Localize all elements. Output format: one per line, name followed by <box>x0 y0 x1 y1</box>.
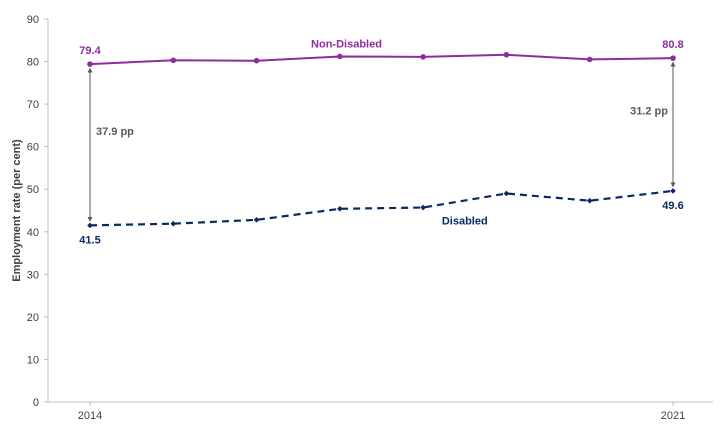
series-label-non-disabled: Non-Disabled <box>311 38 382 50</box>
y-tick-label: 20 <box>27 312 39 324</box>
series-label-disabled: Disabled <box>442 216 488 228</box>
data-label: 80.8 <box>662 39 683 51</box>
y-tick-label: 10 <box>27 354 39 366</box>
data-point <box>170 220 177 227</box>
data-label: 79.4 <box>79 45 101 57</box>
series-line-non-disabled <box>89 53 674 66</box>
data-point <box>253 57 260 64</box>
gap-label: 37.9 pp <box>96 126 134 138</box>
y-tick-label: 70 <box>27 99 39 111</box>
data-point <box>253 217 260 223</box>
x-tick-label: 2021 <box>661 410 685 422</box>
y-tick-label: 40 <box>27 227 39 239</box>
data-point <box>586 56 593 63</box>
data-point <box>503 51 510 58</box>
data-point <box>337 205 343 212</box>
data-point <box>503 190 510 197</box>
y-tick-label: 80 <box>27 57 39 69</box>
data-point <box>420 204 426 211</box>
y-tick-label: 0 <box>33 397 39 409</box>
y-tick-label: 30 <box>27 269 39 281</box>
data-point <box>670 188 676 194</box>
y-tick-label: 50 <box>27 184 39 196</box>
y-axis-title: Employment rate (per cent) <box>11 139 23 282</box>
data-point <box>670 55 676 61</box>
data-label: 41.5 <box>79 234 100 246</box>
y-tick-label: 90 <box>27 14 39 26</box>
data-point <box>87 61 93 67</box>
series-line-disabled <box>89 189 674 227</box>
data-point <box>337 53 343 60</box>
x-tick-label: 2014 <box>78 410 102 422</box>
data-point <box>586 197 593 204</box>
data-point <box>87 222 93 229</box>
data-point <box>170 57 177 64</box>
data-label: 49.6 <box>662 200 683 212</box>
gap-label: 31.2 pp <box>630 106 668 118</box>
data-point <box>420 54 426 60</box>
y-tick-label: 60 <box>27 142 39 154</box>
